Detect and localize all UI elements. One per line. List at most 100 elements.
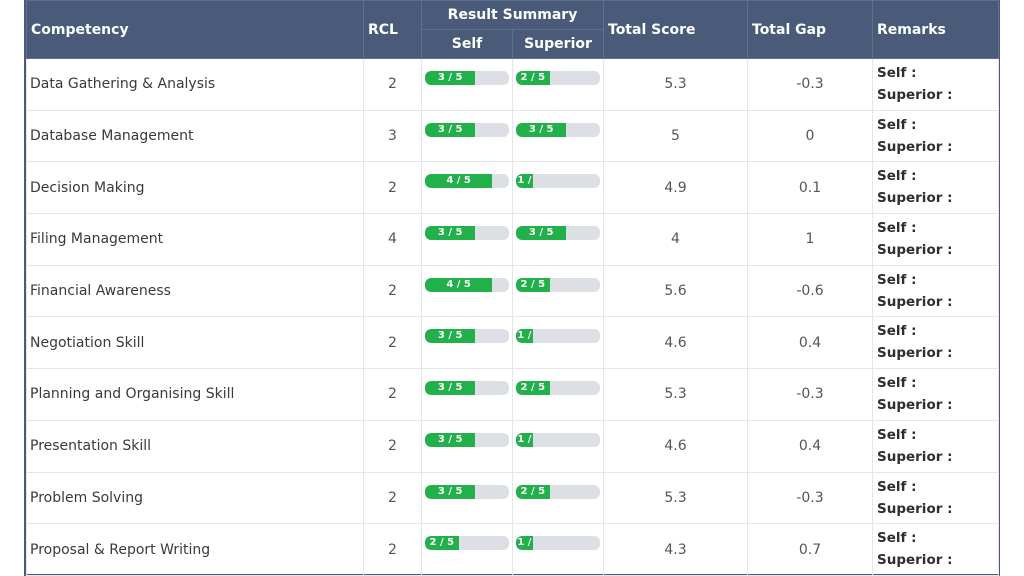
competency-name: Planning and Organising Skill <box>26 368 364 421</box>
self-score-bar: 3 / 5 <box>425 432 509 447</box>
header-rcl[interactable]: RCL <box>363 0 422 59</box>
table-row: Negotiation Skill 2 3 / 5 1 / 4.6 0.4 Se… <box>26 316 999 370</box>
total-gap-value: 0.4 <box>747 316 873 370</box>
self-score-bar: 4 / 5 <box>425 277 509 292</box>
competency-name: Negotiation Skill <box>26 316 364 370</box>
total-gap-value: 0.1 <box>747 161 873 215</box>
remark-self-label: Self : <box>877 220 917 237</box>
superior-score-cell: 1 / <box>512 161 604 215</box>
self-score-fill: 3 / 5 <box>425 71 476 85</box>
total-score-value: 5.3 <box>603 58 748 111</box>
remark-self-label: Self : <box>877 65 917 81</box>
self-score-bar: 3 / 5 <box>425 122 509 137</box>
superior-score-cell: 2 / 5 <box>512 58 604 111</box>
remark-superior-label: Superior : <box>877 500 953 517</box>
self-score-cell: 3 / 5 <box>421 316 513 370</box>
self-score-cell: 3 / 5 <box>421 419 513 473</box>
self-score-bar: 3 / 5 <box>425 71 509 85</box>
self-score-bar: 4 / 5 <box>425 174 509 189</box>
competency-result-panel: Competency RCL Result Summary Total Scor… <box>24 0 1000 576</box>
competency-name: Filing Management <box>26 213 364 266</box>
superior-score-fill: 1 / <box>516 174 533 189</box>
remark-self-label: Self : <box>877 375 917 392</box>
self-score-fill: 3 / 5 <box>425 226 476 241</box>
header-superior[interactable]: Superior <box>512 29 604 59</box>
rcl-value: 4 <box>363 213 422 266</box>
table-row: Decision Making 2 4 / 5 1 / 4.9 0.1 Self… <box>26 161 999 215</box>
header-competency[interactable]: Competency <box>26 0 364 59</box>
table-row: Planning and Organising Skill 2 3 / 5 2 … <box>26 368 999 421</box>
total-gap-value: 1 <box>747 213 873 266</box>
competency-name: Data Gathering & Analysis <box>26 58 364 111</box>
rcl-value: 2 <box>363 368 422 421</box>
total-score-value: 4 <box>603 213 748 266</box>
superior-score-cell: 2 / 5 <box>512 471 604 525</box>
superior-score-fill: 1 / <box>516 432 533 447</box>
superior-score-bar: 1 / <box>516 536 600 551</box>
remark-superior-label: Superior : <box>877 87 953 103</box>
competency-table: Competency RCL Result Summary Total Scor… <box>26 0 999 576</box>
table-row: Database Management 3 3 / 5 3 / 5 5 0 Se… <box>26 109 999 163</box>
remark-self-label: Self : <box>877 426 917 443</box>
header-total-score[interactable]: Total Score <box>603 0 748 59</box>
self-score-fill: 4 / 5 <box>425 174 493 189</box>
competency-name: Presentation Skill <box>26 419 364 473</box>
total-score-value: 5.3 <box>603 471 748 525</box>
total-score-value: 4.6 <box>603 419 748 473</box>
self-score-cell: 3 / 5 <box>421 471 513 525</box>
remark-superior-label: Superior : <box>877 242 953 259</box>
header-total-gap[interactable]: Total Gap <box>747 0 873 59</box>
superior-score-bar: 3 / 5 <box>516 226 600 241</box>
table-row: Presentation Skill 2 3 / 5 1 / 4.6 0.4 S… <box>26 419 999 473</box>
self-score-fill: 2 / 5 <box>425 536 459 551</box>
rcl-value: 2 <box>363 161 422 215</box>
remark-self-label: Self : <box>877 271 917 288</box>
superior-score-bar: 2 / 5 <box>516 277 600 292</box>
remark-superior-label: Superior : <box>877 138 953 155</box>
superior-score-cell: 3 / 5 <box>512 213 604 266</box>
remark-self-label: Self : <box>877 478 917 495</box>
self-score-bar: 3 / 5 <box>425 484 509 499</box>
superior-score-bar: 1 / <box>516 174 600 189</box>
total-gap-value: -0.3 <box>747 58 873 111</box>
superior-score-bar: 2 / 5 <box>516 381 600 396</box>
table-row: Filing Management 4 3 / 5 3 / 5 4 1 Self… <box>26 213 999 266</box>
table-body: Data Gathering & Analysis 2 3 / 5 2 / 5 … <box>26 58 999 576</box>
remark-superior-label: Superior : <box>877 293 953 310</box>
self-score-fill: 3 / 5 <box>425 484 476 499</box>
remarks-cell: Self : Superior : <box>872 58 999 111</box>
self-score-cell: 3 / 5 <box>421 368 513 421</box>
total-gap-value: -0.6 <box>747 264 873 318</box>
self-score-fill: 3 / 5 <box>425 122 476 137</box>
self-score-cell: 3 / 5 <box>421 213 513 266</box>
self-score-cell: 3 / 5 <box>421 109 513 163</box>
total-gap-value: -0.3 <box>747 368 873 421</box>
self-score-fill: 3 / 5 <box>425 381 476 396</box>
rcl-value: 2 <box>363 264 422 318</box>
rcl-value: 2 <box>363 419 422 473</box>
superior-score-fill: 1 / <box>516 536 533 551</box>
rcl-value: 2 <box>363 471 422 525</box>
total-score-value: 4.9 <box>603 161 748 215</box>
total-gap-value: 0.7 <box>747 523 873 576</box>
superior-score-fill: 3 / 5 <box>516 226 567 241</box>
superior-score-cell: 1 / <box>512 316 604 370</box>
remarks-cell: Self : Superior : <box>872 109 999 163</box>
superior-score-fill: 2 / 5 <box>516 277 550 292</box>
rcl-value: 2 <box>363 523 422 576</box>
self-score-cell: 2 / 5 <box>421 523 513 576</box>
rcl-value: 2 <box>363 316 422 370</box>
self-score-cell: 4 / 5 <box>421 264 513 318</box>
total-gap-value: 0 <box>747 109 873 163</box>
competency-name: Decision Making <box>26 161 364 215</box>
superior-score-cell: 1 / <box>512 523 604 576</box>
table-row: Proposal & Report Writing 2 2 / 5 1 / 4.… <box>26 523 999 576</box>
remarks-cell: Self : Superior : <box>872 419 999 473</box>
remarks-cell: Self : Superior : <box>872 316 999 370</box>
superior-score-fill: 2 / 5 <box>516 381 550 396</box>
competency-name: Financial Awareness <box>26 264 364 318</box>
header-self[interactable]: Self <box>421 29 513 59</box>
total-score-value: 5 <box>603 109 748 163</box>
table-row: Financial Awareness 2 4 / 5 2 / 5 5.6 -0… <box>26 264 999 318</box>
self-score-bar: 3 / 5 <box>425 226 509 241</box>
